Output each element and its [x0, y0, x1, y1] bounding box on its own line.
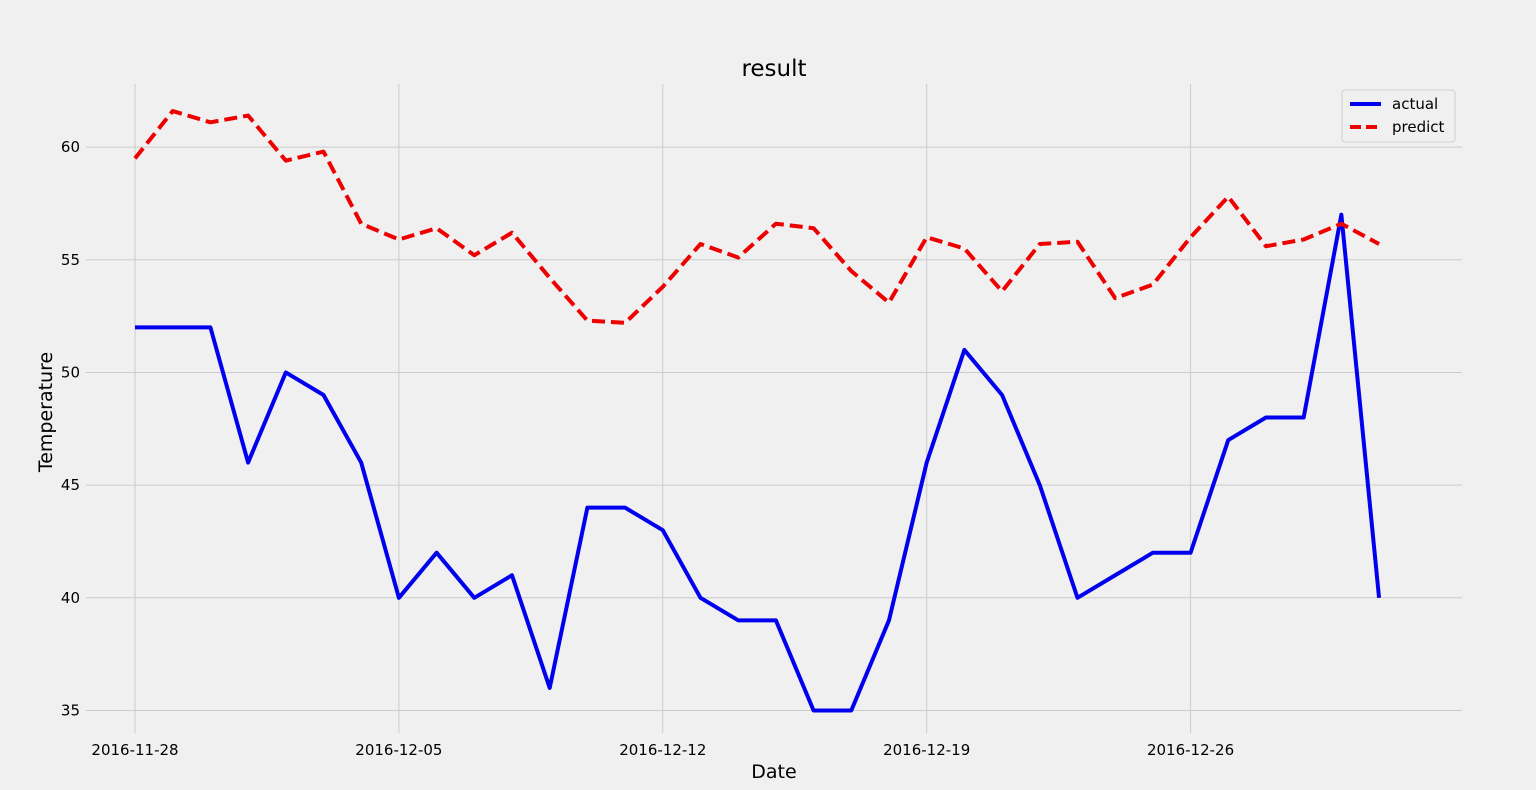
y-tick-label: 60: [61, 138, 80, 156]
legend-label-predict: predict: [1392, 118, 1445, 136]
y-tick-label: 50: [61, 363, 80, 381]
x-tick-labels: 2016-11-28 2016-12-05 2016-12-12 2016-12-19…: [91, 741, 1234, 759]
y-tick-label: 45: [61, 476, 80, 494]
x-tick-label: 2016-12-26: [1147, 741, 1234, 759]
chart-title: result: [741, 56, 806, 82]
y-tick-label: 35: [61, 701, 80, 719]
x-axis-label: Date: [751, 761, 796, 783]
y-axis-label: Temperature: [35, 352, 57, 473]
x-tick-label: 2016-11-28: [91, 741, 178, 759]
x-tick-label: 2016-12-12: [619, 741, 706, 759]
y-tick-label: 40: [61, 589, 80, 607]
y-tick-label: 55: [61, 251, 80, 269]
x-tick-label: 2016-12-19: [883, 741, 970, 759]
series-line-predict: [133, 109, 1381, 325]
grid-lines: [86, 84, 1462, 733]
x-tick-label: 2016-12-05: [355, 741, 442, 759]
legend-label-actual: actual: [1392, 95, 1438, 113]
legend: actual predict: [1341, 89, 1456, 143]
series-lines: [133, 109, 1382, 713]
series-line-actual: [135, 212, 1382, 713]
y-tick-labels: 35 40 45 50 55 60: [61, 138, 80, 719]
